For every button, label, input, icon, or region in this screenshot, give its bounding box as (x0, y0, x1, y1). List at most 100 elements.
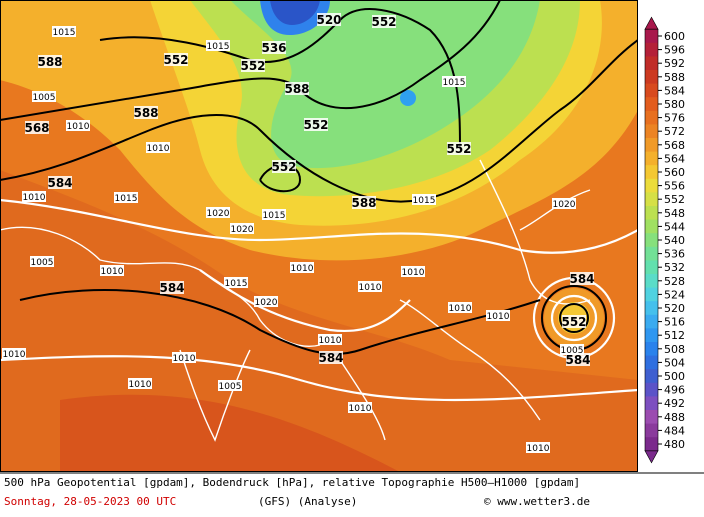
colorbar-segment (645, 83, 658, 98)
pressure-label: 1015 (263, 211, 286, 221)
colorbar-label: 520 (664, 302, 685, 315)
pressure-label-bg (218, 380, 242, 391)
pressure-label-bg (412, 194, 436, 205)
colorbar-segment (645, 342, 658, 357)
pressure-label: 1005 (31, 258, 54, 268)
colorbar-bottom-arrow (644, 450, 659, 464)
pressure-label: 1020 (231, 225, 254, 235)
geopotential-label: 584 (159, 281, 184, 295)
geopotential-label: 568 (24, 121, 49, 135)
pressure-label: 1010 (349, 404, 372, 414)
geopotential-label: 552 (271, 160, 296, 174)
colorbar-label: 576 (664, 112, 685, 125)
pressure-label: 1010 (147, 144, 170, 154)
colorbar-label: 536 (664, 248, 685, 261)
colorbar-label: 548 (664, 207, 685, 220)
pressure-label-bg (254, 296, 278, 307)
pressure-label-bg (114, 192, 138, 203)
colorbar-segment (645, 396, 658, 411)
colorbar-label: 492 (664, 397, 685, 410)
pressure-label-bg (230, 223, 254, 234)
geopotential-label: 552 (371, 15, 396, 29)
colorbar-segment (645, 246, 658, 261)
pressure-label: 1010 (402, 268, 425, 278)
geopotential-label-bg (48, 176, 72, 189)
geopotential-label: 588 (284, 82, 309, 96)
geopotential-label: 584 (318, 351, 343, 365)
pressure-label-bg (206, 40, 230, 51)
colorbar-label: 572 (664, 125, 685, 138)
colorbar-segment (645, 219, 658, 234)
pressure-label-bg (32, 91, 56, 102)
geopotential-label: 552 (446, 142, 471, 156)
colorbar-label: 512 (664, 329, 685, 342)
pressure-label: 1010 (23, 193, 46, 203)
geopotential-label: 552 (303, 118, 328, 132)
colorbar-label: 540 (664, 234, 685, 247)
colorbar-segment (645, 410, 658, 425)
pressure-label-bg (486, 310, 510, 321)
pressure-label: 1010 (291, 264, 314, 274)
geopotential-label-bg (160, 281, 184, 294)
pressure-label: 1010 (487, 312, 510, 322)
colorbar-segment (645, 97, 658, 112)
pressure-label: 1015 (413, 196, 436, 206)
pressure-label: 1015 (207, 42, 230, 52)
geopotential-label-bg (164, 53, 188, 66)
pressure-label-bg (52, 26, 76, 37)
pressure-label-bg (318, 334, 342, 345)
colorbar-segment (645, 437, 658, 452)
colorbar-label: 588 (664, 71, 685, 84)
geopotential-label-bg (319, 351, 343, 364)
colorbar-label: 568 (664, 139, 685, 152)
colorbar-label: 596 (664, 44, 685, 57)
colorbar-segment (645, 301, 658, 316)
geopotential-label-bg (570, 272, 594, 285)
pressure-label-bg (172, 352, 196, 363)
colorbar-label: 524 (664, 288, 685, 301)
colorbar-label: 488 (664, 411, 685, 424)
geopotential-label-bg (285, 82, 309, 95)
colorbar-frame (644, 28, 659, 452)
colorbar-segment (645, 382, 658, 397)
geopotential-label: 536 (261, 41, 286, 55)
pressure-label: 1010 (319, 336, 342, 346)
colorbar-label: 584 (664, 84, 685, 97)
pressure-label: 1010 (449, 304, 472, 314)
pressure-label-bg (442, 76, 466, 87)
pressure-label-bg (526, 442, 550, 453)
colorbar-label: 556 (664, 180, 685, 193)
pressure-label: 1010 (129, 380, 152, 390)
colorbar-label: 592 (664, 57, 685, 70)
colorbar-segment (645, 138, 658, 153)
colorbar-label: 500 (664, 370, 685, 383)
pressure-label-bg (358, 281, 382, 292)
map-frame (0, 0, 638, 472)
geopotential-label: 552 (163, 53, 188, 67)
pressure-label-bg (552, 198, 576, 209)
pressure-label-bg (401, 266, 425, 277)
geopotential-label-bg (272, 160, 296, 173)
geopotential-label: 584 (565, 353, 590, 367)
colorbar-segment (645, 423, 658, 438)
footer-description: 500 hPa Geopotential [gpdam], Bodendruck… (4, 476, 580, 489)
pressure-label-bg (30, 256, 54, 267)
footer-date: Sonntag, 28-05-2023 00 UTC (4, 495, 176, 508)
colorbar-segment (645, 274, 658, 289)
pressure-label: 1015 (53, 28, 76, 38)
pressure-label-bg (348, 402, 372, 413)
geopotential-label: 588 (133, 106, 158, 120)
pressure-label: 1010 (359, 283, 382, 293)
map-area (0, 0, 638, 472)
colorbar-segment (645, 328, 658, 343)
footer-credit: © www.wetter3.de (484, 495, 590, 508)
colorbar-segment (645, 56, 658, 71)
colorbar-segment (645, 178, 658, 193)
colorbar-top-arrow (644, 16, 659, 30)
pressure-label: 1020 (255, 298, 278, 308)
colorbar-segment (645, 369, 658, 384)
pressure-label: 1005 (219, 382, 242, 392)
colorbar-label: 560 (664, 166, 685, 179)
pressure-label: 1010 (67, 122, 90, 132)
